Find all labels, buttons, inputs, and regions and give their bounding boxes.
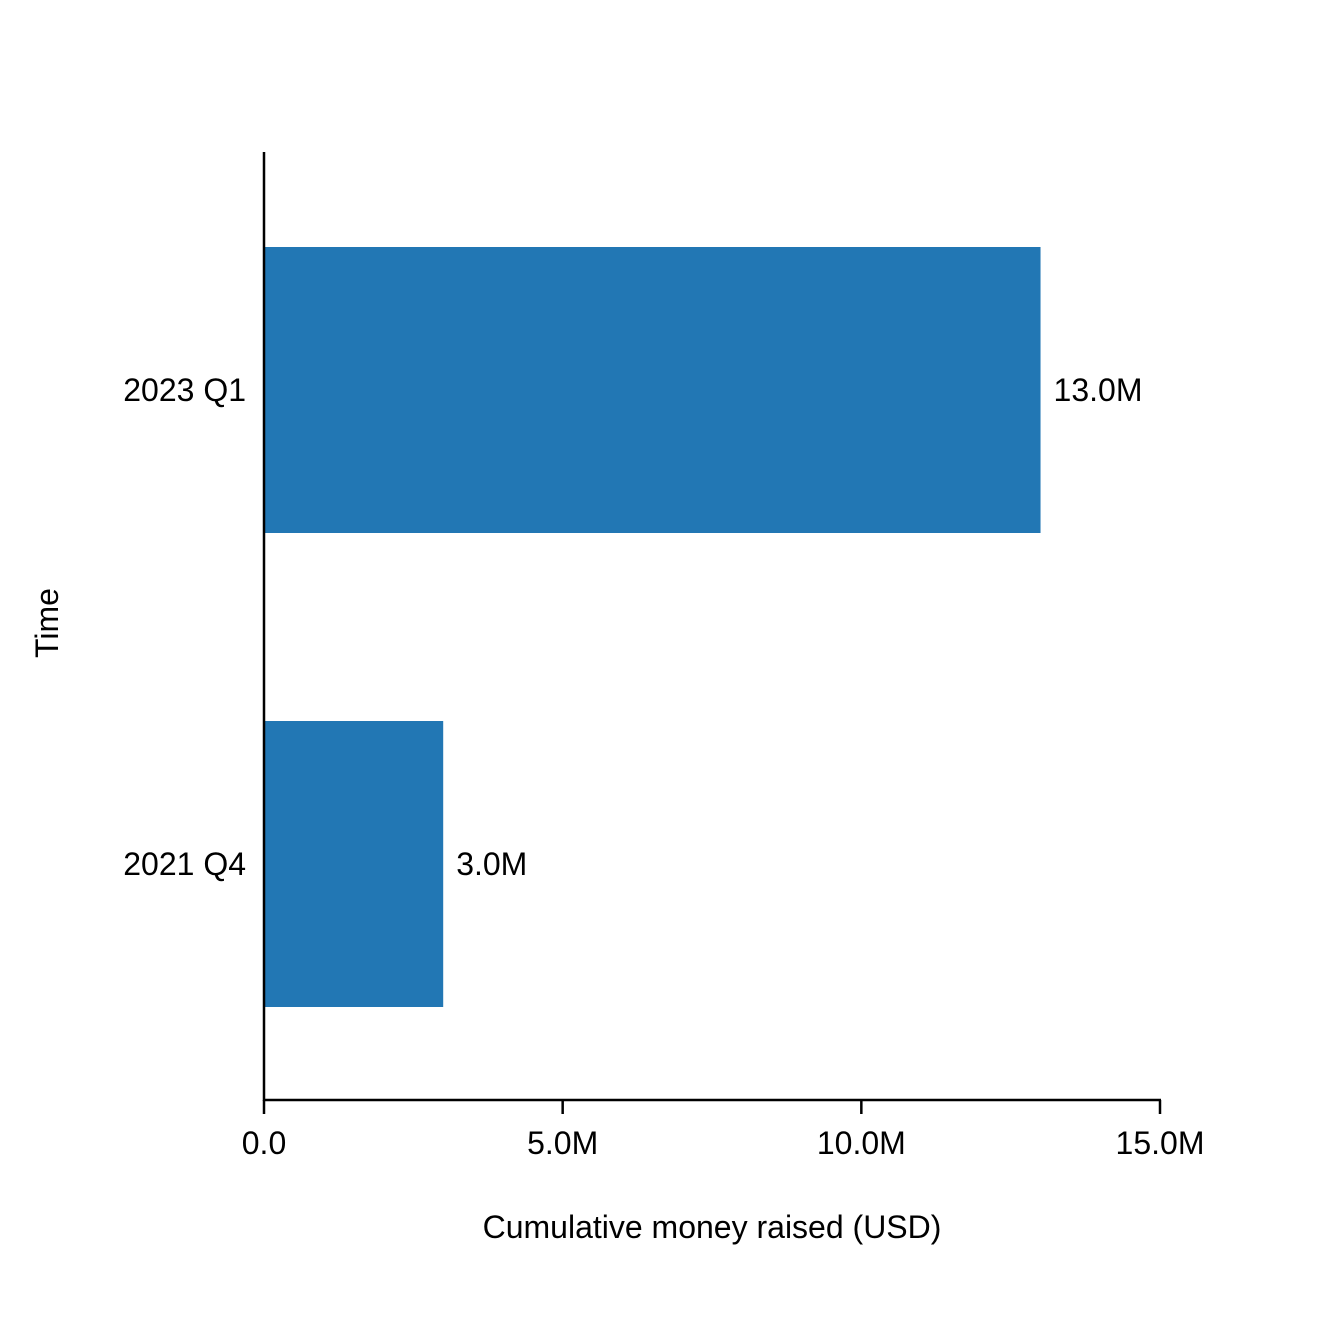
x-tick-label: 5.0M [527, 1125, 598, 1161]
x-tick-label: 0.0 [242, 1125, 286, 1161]
y-axis-title: Time [29, 588, 65, 658]
y-tick-label: 2021 Q4 [123, 846, 246, 882]
x-axis-title: Cumulative money raised (USD) [483, 1209, 942, 1245]
x-tick-label: 15.0M [1116, 1125, 1205, 1161]
y-axis: 2021 Q4 2023 Q1 [123, 152, 266, 1101]
bar-2023-q1 [264, 247, 1041, 533]
bar-2021-q4 [264, 721, 444, 1007]
x-axis: 0.0 5.0M 10.0M 15.0M [242, 1098, 1205, 1161]
bars-group: 3.0M 13.0M [264, 247, 1142, 1007]
y-tick-label: 2023 Q1 [123, 372, 246, 408]
x-tick-label: 10.0M [817, 1125, 906, 1161]
data-label-2021-q4: 3.0M [456, 846, 527, 882]
data-label-2023-q1: 13.0M [1054, 372, 1143, 408]
